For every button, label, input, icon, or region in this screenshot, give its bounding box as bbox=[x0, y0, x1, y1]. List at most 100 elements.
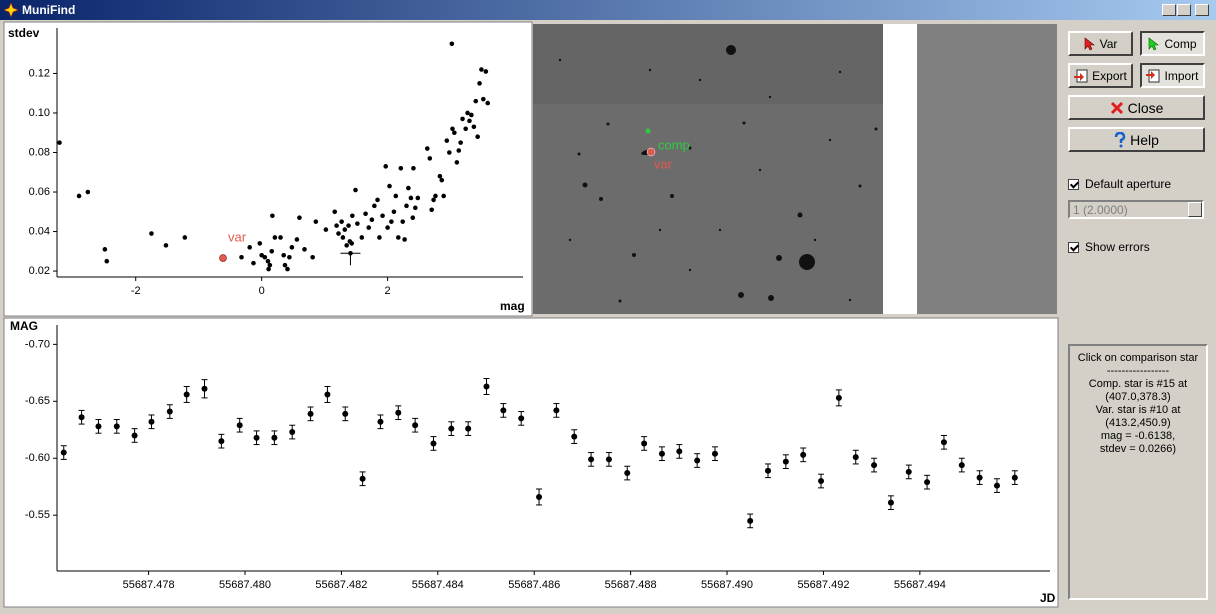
import-button[interactable]: Import bbox=[1140, 63, 1205, 88]
point bbox=[456, 148, 462, 153]
point bbox=[247, 245, 252, 250]
sidebar: Var Comp Export Import Close Help Defaul… bbox=[1062, 22, 1212, 610]
show-errors-checkbox[interactable]: Show errors bbox=[1068, 240, 1150, 254]
default-aperture-checkbox[interactable]: Default aperture bbox=[1068, 177, 1171, 191]
point bbox=[183, 391, 190, 398]
point bbox=[218, 438, 225, 445]
point bbox=[641, 440, 648, 447]
icon bbox=[1114, 131, 1126, 147]
point bbox=[297, 215, 302, 221]
point bbox=[976, 474, 983, 481]
point bbox=[377, 418, 384, 425]
info-line: mag = -0.6138, bbox=[1100, 430, 1176, 442]
checkbox[interactable] bbox=[1068, 178, 1079, 190]
point bbox=[536, 493, 543, 500]
point bbox=[465, 110, 470, 116]
aperture-dropdown[interactable]: 1 (2.0000) bbox=[1068, 200, 1204, 219]
x-tick-label: 55687.488 bbox=[605, 579, 657, 591]
point bbox=[257, 241, 263, 246]
point bbox=[307, 410, 314, 417]
point bbox=[323, 227, 329, 232]
x-tick-label: 55687.478 bbox=[123, 579, 175, 591]
point bbox=[148, 418, 155, 425]
window-title: MuniFind bbox=[22, 3, 76, 17]
close-button[interactable]: Close bbox=[1068, 95, 1205, 120]
point bbox=[676, 448, 683, 455]
icon bbox=[1146, 69, 1160, 82]
point bbox=[458, 140, 463, 145]
point bbox=[266, 266, 271, 272]
point bbox=[835, 394, 842, 401]
y-tick-label: -0.55 bbox=[25, 509, 50, 521]
point bbox=[262, 254, 268, 260]
dropdown-arrow[interactable] bbox=[1188, 202, 1202, 217]
point bbox=[113, 423, 120, 430]
point bbox=[182, 235, 188, 240]
point bbox=[658, 450, 665, 457]
point bbox=[342, 227, 348, 232]
point bbox=[102, 247, 108, 252]
point bbox=[359, 475, 366, 482]
y-tick-label: 0.10 bbox=[29, 107, 50, 119]
point bbox=[571, 433, 578, 440]
point bbox=[430, 440, 437, 447]
y-tick-label: 0.04 bbox=[29, 225, 50, 237]
point bbox=[363, 211, 368, 217]
comp-button[interactable]: Comp bbox=[1140, 31, 1205, 56]
icon bbox=[1074, 69, 1088, 82]
var-label: var bbox=[654, 156, 673, 171]
close-window-button[interactable] bbox=[1195, 4, 1209, 16]
point bbox=[500, 407, 507, 414]
point bbox=[395, 409, 402, 416]
point bbox=[289, 245, 295, 250]
point bbox=[444, 138, 450, 143]
maximize-button[interactable] bbox=[1177, 4, 1191, 16]
var-button[interactable]: Var bbox=[1068, 31, 1133, 56]
point bbox=[398, 166, 404, 171]
point bbox=[871, 462, 878, 469]
point bbox=[711, 450, 718, 457]
button-label: Var bbox=[1099, 36, 1118, 51]
point bbox=[339, 219, 344, 224]
icon bbox=[1149, 36, 1160, 50]
button-label: Comp bbox=[1164, 36, 1197, 51]
point bbox=[449, 41, 455, 47]
point bbox=[477, 81, 482, 86]
checkbox-label: Default aperture bbox=[1085, 177, 1172, 191]
point bbox=[518, 415, 525, 422]
y-tick-label: 0.02 bbox=[29, 265, 50, 277]
button-label: Export bbox=[1092, 68, 1127, 83]
y-axis-label: MAG bbox=[10, 319, 38, 333]
export-button[interactable]: Export bbox=[1068, 63, 1133, 88]
point bbox=[396, 235, 401, 240]
var-label: var bbox=[228, 229, 247, 244]
point bbox=[393, 193, 399, 199]
point bbox=[958, 462, 965, 469]
x-tick-label: 55687.492 bbox=[797, 579, 849, 591]
point bbox=[411, 166, 416, 171]
point bbox=[251, 260, 256, 266]
checkbox[interactable] bbox=[1068, 241, 1079, 253]
point bbox=[239, 254, 244, 260]
button-label: Help bbox=[1130, 131, 1159, 148]
point bbox=[747, 517, 754, 524]
button-label: Import bbox=[1164, 68, 1199, 83]
x-tick-label: 2 bbox=[385, 285, 391, 297]
point bbox=[95, 423, 102, 430]
help-button[interactable]: Help bbox=[1068, 127, 1205, 152]
image-background bbox=[917, 24, 1057, 314]
point bbox=[389, 219, 394, 224]
x-tick-label: -2 bbox=[131, 285, 141, 297]
point bbox=[765, 467, 772, 474]
point bbox=[467, 118, 472, 124]
point bbox=[166, 408, 173, 415]
y-axis-label: stdev bbox=[8, 26, 40, 40]
point bbox=[201, 385, 208, 392]
point bbox=[485, 100, 491, 106]
minimize-button[interactable] bbox=[1162, 4, 1176, 16]
point bbox=[905, 468, 912, 475]
point bbox=[346, 223, 351, 228]
point bbox=[452, 130, 457, 136]
point bbox=[415, 195, 421, 201]
